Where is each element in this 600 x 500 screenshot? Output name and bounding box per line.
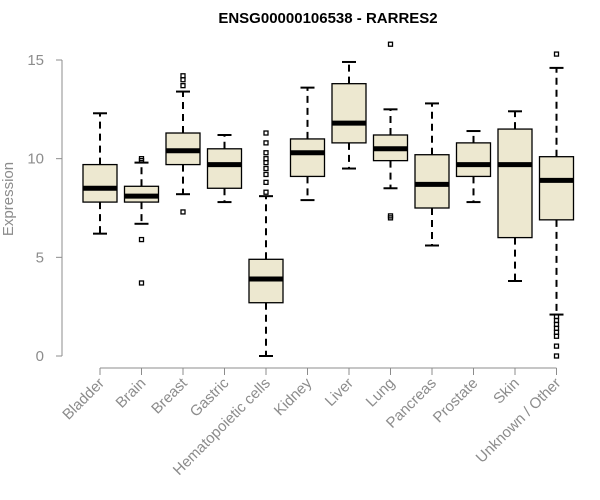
box-gastric	[206, 133, 243, 204]
box-lung	[372, 41, 409, 221]
x-tick-label: Breast	[148, 374, 191, 417]
boxes-layer	[82, 41, 575, 359]
box-iqr	[331, 83, 367, 144]
outlier-point	[263, 140, 269, 146]
y-axis-label: Expression	[0, 162, 17, 236]
outlier-point	[263, 171, 269, 178]
box-skin	[497, 110, 533, 283]
outlier-point	[387, 41, 394, 47]
x-tick-label: Liver	[322, 375, 357, 410]
x-tick-label: Lung	[363, 375, 399, 411]
outlier-point	[180, 73, 186, 79]
x-tick-label: Prostate	[430, 375, 482, 427]
chart-title: ENSG00000106538 - RARRES2	[218, 10, 437, 27]
y-tick-label: 15	[27, 52, 44, 69]
box-iqr	[538, 156, 575, 221]
x-tick-label: Kidney	[271, 374, 316, 419]
outlier-point	[180, 209, 186, 215]
outlier-point	[263, 165, 269, 172]
box-breast	[165, 73, 201, 215]
y-axis: 0 5 10 15	[27, 52, 63, 365]
outlier-point	[138, 236, 145, 243]
box-pancreas	[414, 102, 450, 247]
outlier-point	[180, 83, 186, 89]
box-prostate	[455, 130, 492, 204]
box-iqr	[206, 148, 243, 189]
outlier-point	[138, 280, 145, 286]
box-brain	[123, 156, 160, 286]
outlier-point	[553, 333, 560, 339]
outlier-point	[553, 343, 560, 349]
box-iqr	[414, 154, 450, 209]
outlier-point	[263, 179, 269, 185]
x-tick-label: Brain	[113, 375, 150, 412]
outlier-point	[263, 189, 269, 195]
box-bladder	[82, 112, 118, 235]
outlier-point	[263, 130, 269, 136]
y-tick-label: 5	[36, 249, 44, 266]
box-iqr	[497, 128, 533, 239]
box-iqr	[455, 142, 492, 178]
box-hematopoietic-cells	[248, 130, 284, 357]
outlier-point	[553, 353, 560, 359]
x-tick-label: Bladder	[59, 375, 108, 424]
box-kidney	[289, 86, 326, 202]
box-liver	[331, 60, 367, 170]
box-iqr	[289, 138, 326, 178]
outlier-point	[263, 159, 269, 166]
box-unknown-other	[538, 51, 575, 359]
outlier-point	[263, 150, 269, 156]
outlier-point	[138, 157, 145, 164]
box-iqr	[82, 163, 118, 203]
y-tick-label: 0	[36, 348, 44, 365]
x-tick-label: Skin	[490, 375, 523, 408]
y-tick-label: 10	[27, 151, 44, 168]
outlier-point	[553, 51, 560, 57]
outlier-point	[387, 215, 394, 221]
